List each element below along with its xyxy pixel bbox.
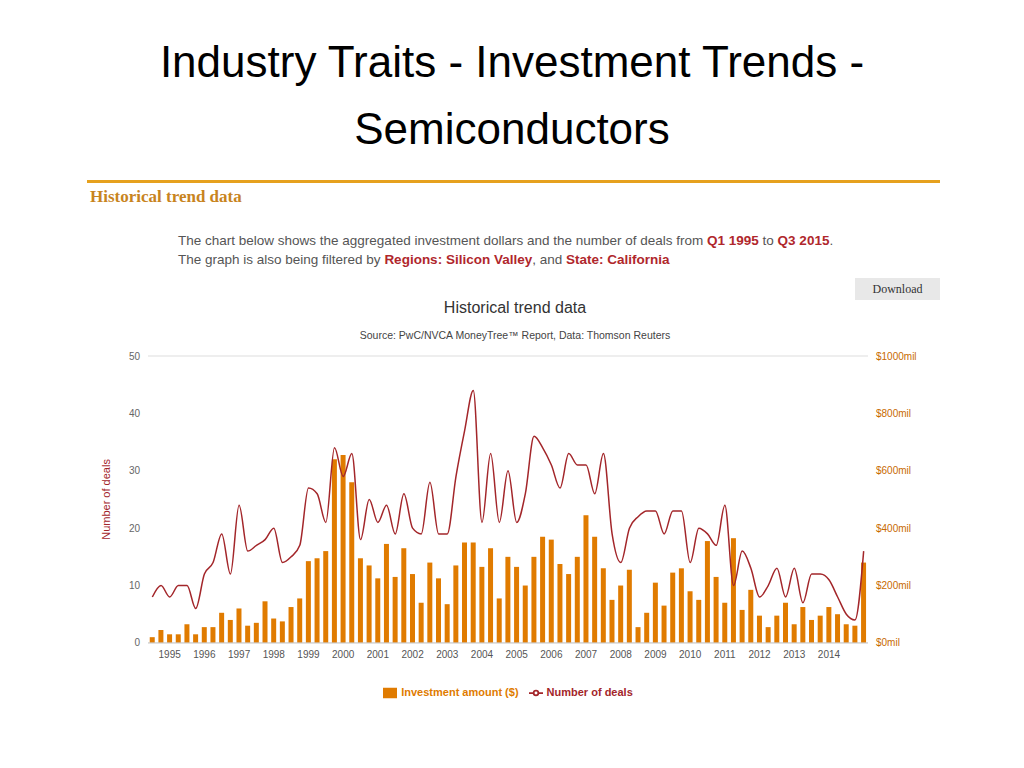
svg-text:$400mil: $400mil — [876, 523, 911, 534]
html-text:The chart below shows the aggr: The chart below shows the aggregated inv… — [178, 233, 834, 248]
svg-text:$800mil: $800mil — [876, 408, 911, 419]
svg-text:0: 0 — [134, 637, 140, 648]
svg-text:1997: 1997 — [228, 649, 251, 660]
svg-text:1995: 1995 — [159, 649, 182, 660]
svg-text:$1000mil: $1000mil — [876, 351, 917, 362]
html-text:The graph is also being filter: The graph is also being filtered by Regi… — [178, 252, 670, 267]
svg-text:2002: 2002 — [401, 649, 424, 660]
svg-text:1998: 1998 — [263, 649, 286, 660]
svg-text:2012: 2012 — [748, 649, 771, 660]
svg-text:1999: 1999 — [297, 649, 320, 660]
svg-text:Number of deals: Number of deals — [100, 459, 112, 540]
svg-text:50: 50 — [129, 351, 141, 362]
svg-text:20: 20 — [129, 523, 141, 534]
svg-text:2004: 2004 — [471, 649, 494, 660]
svg-text:2010: 2010 — [679, 649, 702, 660]
svg-text:$0mil: $0mil — [876, 637, 900, 648]
svg-text:1996: 1996 — [193, 649, 216, 660]
svg-text:2006: 2006 — [540, 649, 563, 660]
svg-text:2000: 2000 — [332, 649, 355, 660]
svg-text:2014: 2014 — [818, 649, 841, 660]
html-text:Source: PwC/NVCA MoneyTree™ Re: Source: PwC/NVCA MoneyTree™ Report, Data… — [359, 329, 671, 341]
svg-text:40: 40 — [129, 408, 141, 419]
html-text:Download: Download — [872, 282, 923, 296]
svg-text:2009: 2009 — [644, 649, 667, 660]
html-text:Historical trend data: Historical trend data — [443, 299, 587, 316]
html-text:Industry Traits - Investment T: Industry Traits - Investment Trends - Se… — [159, 37, 865, 153]
svg-text:2005: 2005 — [506, 649, 529, 660]
svg-text:2008: 2008 — [610, 649, 633, 660]
svg-text:2001: 2001 — [367, 649, 390, 660]
svg-text:10: 10 — [129, 580, 141, 591]
svg-text:$600mil: $600mil — [876, 465, 911, 476]
html-text:Number of deals: Number of deals — [546, 685, 633, 698]
html-text:Investment amount ($): Investment amount ($) — [401, 685, 519, 698]
svg-text:$200mil: $200mil — [876, 580, 911, 591]
svg-text:2013: 2013 — [783, 649, 806, 660]
svg-text:2003: 2003 — [436, 649, 459, 660]
svg-text:2011: 2011 — [714, 649, 736, 660]
html-text:Historical trend data: Historical trend data — [90, 187, 242, 206]
svg-text:2007: 2007 — [575, 649, 598, 660]
svg-text:30: 30 — [129, 465, 141, 476]
